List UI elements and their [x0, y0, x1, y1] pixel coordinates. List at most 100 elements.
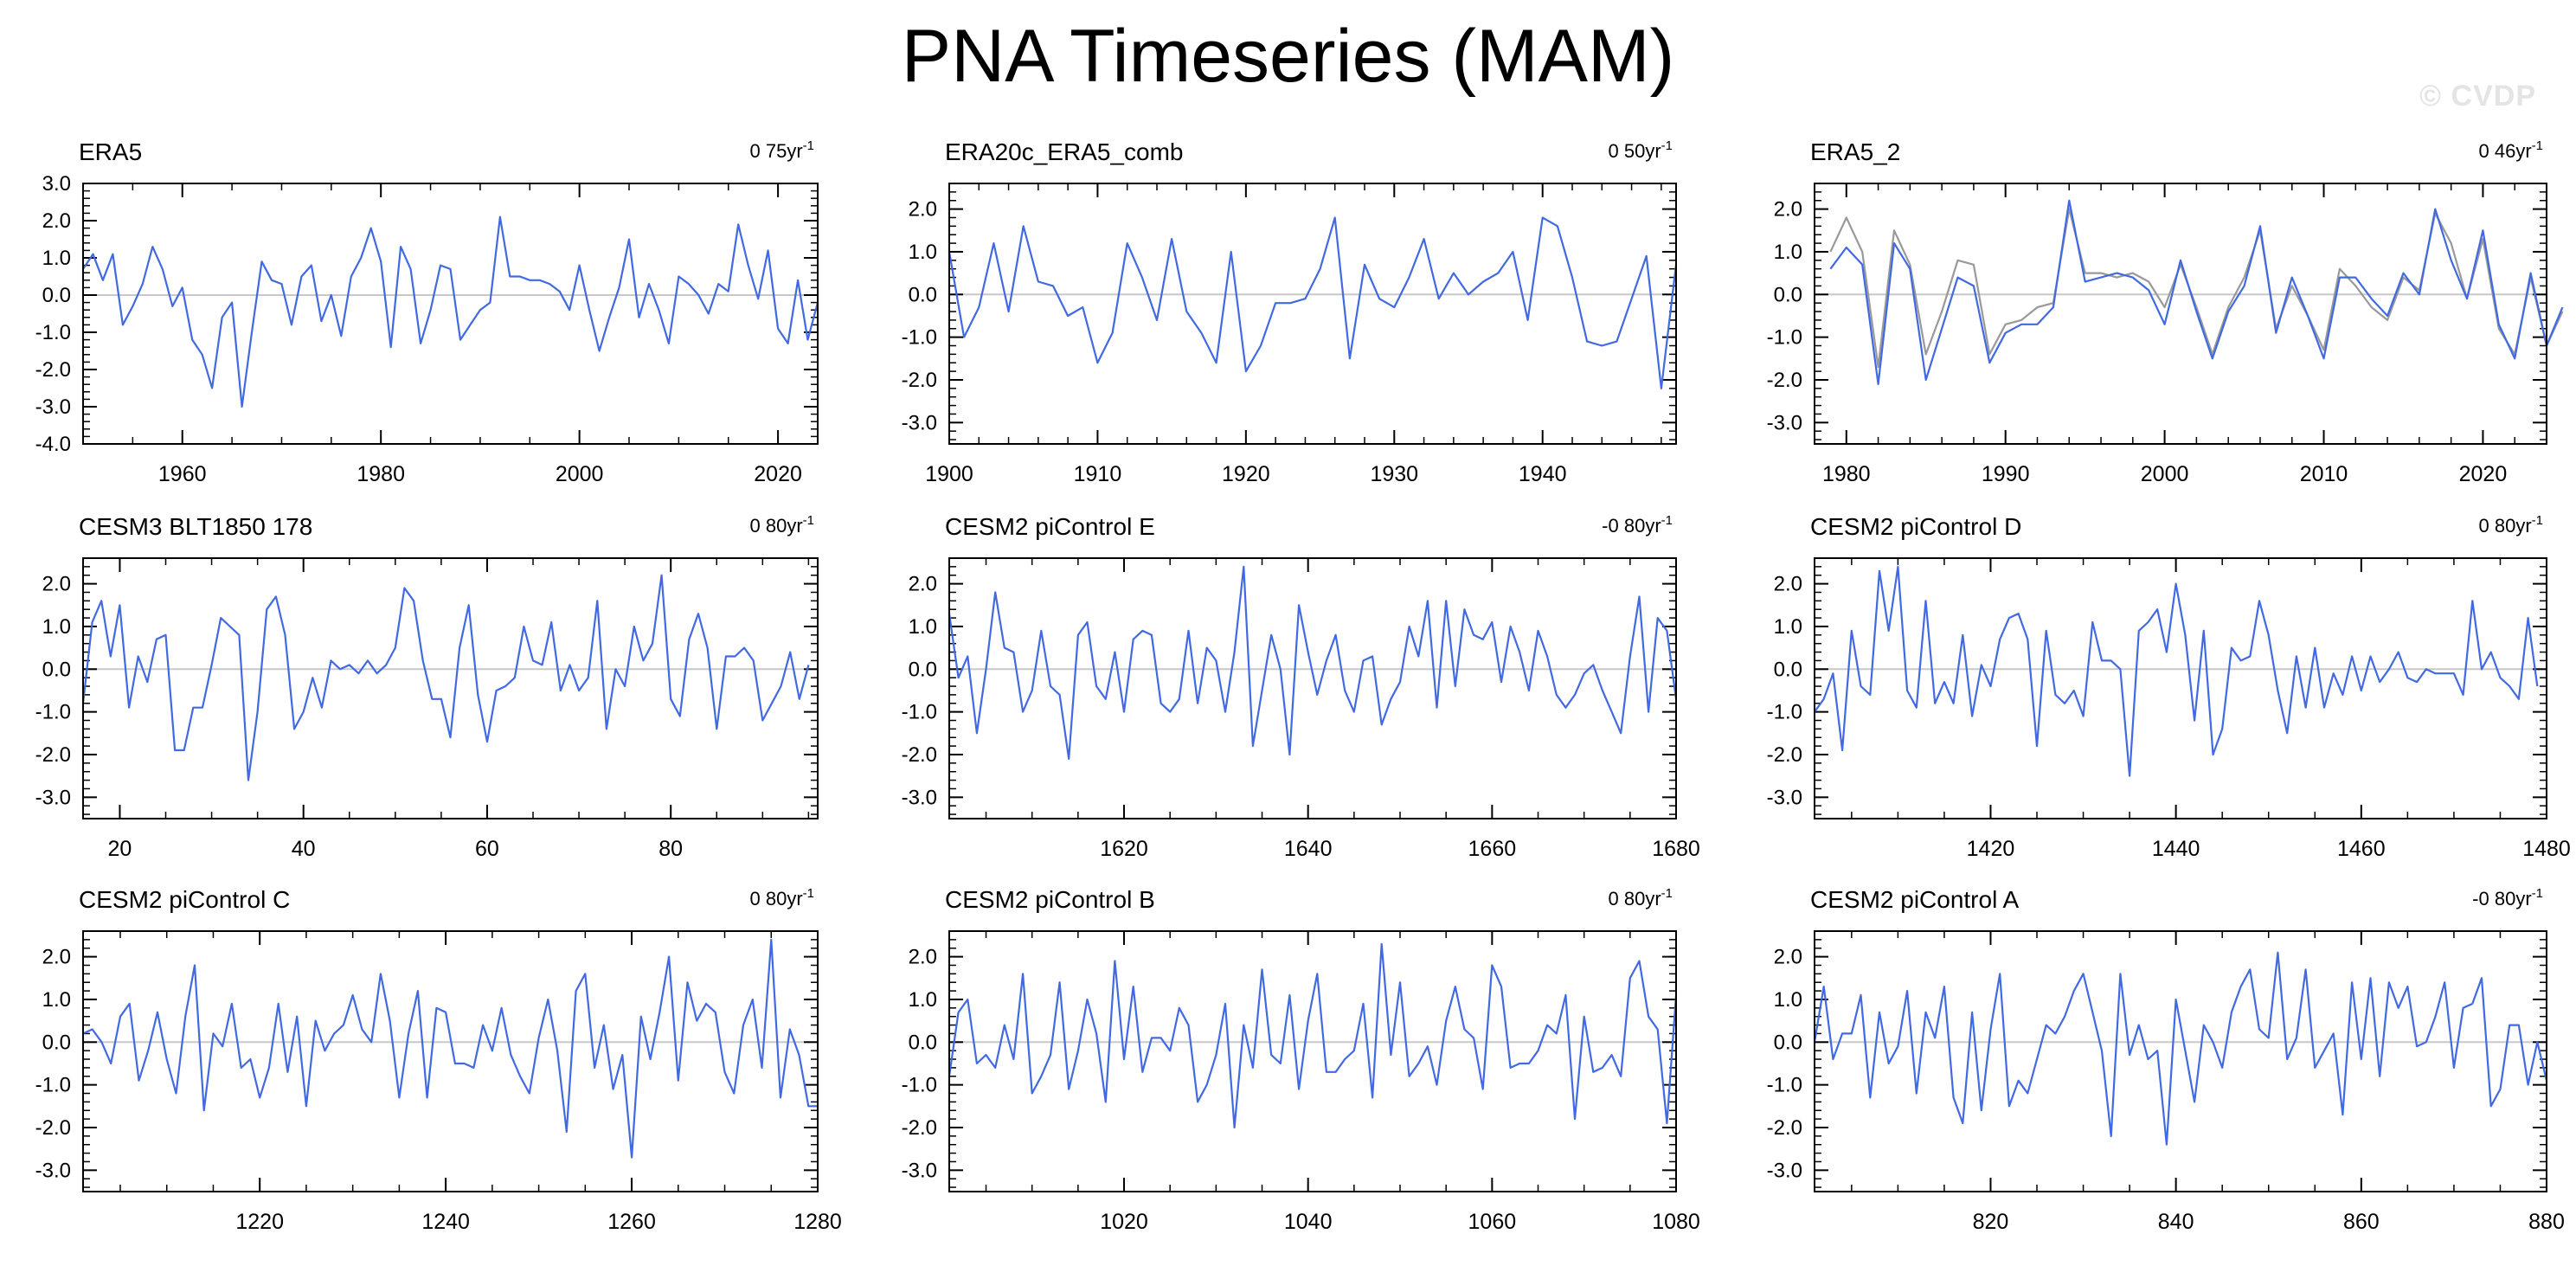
y-tick-label: 1.0: [42, 247, 71, 270]
y-tick-label: 2.0: [909, 573, 937, 596]
x-tick-label: 840: [2158, 1210, 2194, 1234]
x-tick-label: 1480: [2522, 837, 2571, 861]
x-tick-label: 1900: [925, 462, 973, 486]
panel-3: -3.0 -2.0 -1.0 0.0 1.0 2.0 1980 1990 2000 2010 202…: [1767, 138, 2564, 486]
plot-frame: [1814, 183, 2547, 445]
y-tick-label: 1.0: [42, 988, 71, 1012]
trend-label: 0 50yr-1: [1609, 138, 1673, 162]
plot-frame: [82, 930, 819, 1192]
y-tick-label: 2.0: [909, 198, 937, 222]
y-tick-label: 0.0: [909, 658, 937, 681]
y-tick-label: 1.0: [1774, 241, 1802, 264]
plot-frame: [1814, 557, 2547, 819]
trend-value: 0 50yr: [1609, 140, 1661, 162]
trend-unit-exponent: -1: [2532, 886, 2543, 901]
y-tick-label: -3.0: [1767, 786, 1802, 809]
panel-title: ERA5_2: [1810, 138, 1900, 165]
series-line: [1814, 565, 2539, 777]
panel-2: -3.0 -2.0 -1.0 0.0 1.0 2.0 1900 1910 1920 1930 194…: [902, 138, 1678, 486]
y-tick-label: -1.0: [902, 1074, 937, 1097]
x-tick-label: 1980: [1822, 462, 1871, 486]
x-tick-label: 1910: [1074, 462, 1122, 486]
y-tick-label: 1.0: [909, 988, 937, 1012]
x-tick-label: 1990: [1982, 462, 2030, 486]
trend-unit-exponent: -1: [803, 886, 814, 901]
panel-title: CESM2 piControl B: [945, 886, 1155, 913]
y-tick-label: -1.0: [902, 701, 937, 724]
x-tick-label: 1440: [2152, 837, 2200, 861]
y-tick-label: -4.0: [35, 433, 71, 456]
y-tick-label: 1.0: [909, 241, 937, 264]
x-tick-label: 2010: [2300, 462, 2348, 486]
y-tick-label: 0.0: [42, 1031, 71, 1054]
trend-value: -0 80yr: [2472, 888, 2531, 909]
y-tick-label: -3.0: [1767, 411, 1802, 434]
y-tick-label: -1.0: [902, 326, 937, 350]
y-tick-label: 2.0: [1774, 198, 1802, 222]
x-tick-label: 1960: [158, 462, 207, 486]
panel-title: CESM3 BLT1850 178: [79, 513, 312, 540]
x-tick-label: 1040: [1284, 1210, 1333, 1234]
watermark: © CVDP: [2419, 80, 2536, 112]
series-line: [81, 574, 810, 781]
y-tick-label: -1.0: [1767, 326, 1802, 350]
panel-title: CESM2 piControl C: [79, 886, 290, 913]
trend-unit-exponent: -1: [1661, 886, 1673, 901]
series-line: [948, 216, 1678, 389]
panel-title: CESM2 piControl D: [1810, 513, 2021, 540]
y-tick-label: -3.0: [902, 786, 937, 809]
y-tick-label: 2.0: [42, 209, 71, 233]
plot-frame: [948, 930, 1677, 1192]
x-tick-label: 1940: [1519, 462, 1567, 486]
series-line: [948, 565, 1678, 761]
y-tick-label: -2.0: [902, 369, 937, 392]
y-tick-label: -1.0: [35, 1074, 71, 1097]
series-line: [1829, 199, 2564, 385]
x-tick-label: 1920: [1222, 462, 1270, 486]
panel-7: -3.0 -2.0 -1.0 0.0 1.0 2.0 1220 1240 1260 1280 CES…: [35, 886, 842, 1234]
trend-value: 0 75yr: [750, 140, 803, 162]
x-tick-label: 40: [292, 837, 316, 861]
trend-value: 0 80yr: [750, 888, 803, 909]
trend-unit-exponent: -1: [2532, 513, 2543, 528]
trend-value: 0 80yr: [750, 515, 803, 537]
trend-label: 0 80yr-1: [750, 513, 815, 537]
x-tick-label: 1420: [1967, 837, 2015, 861]
x-tick-label: 1620: [1100, 837, 1148, 861]
y-tick-label: -2.0: [1767, 1116, 1802, 1140]
x-tick-label: 2000: [2141, 462, 2189, 486]
x-tick-label: 860: [2343, 1210, 2380, 1234]
x-tick-label: 1460: [2337, 837, 2386, 861]
x-tick-label: 1640: [1284, 837, 1333, 861]
y-tick-label: -3.0: [35, 395, 71, 419]
y-tick-label: 2.0: [909, 946, 937, 969]
x-tick-label: 20: [108, 837, 132, 861]
trend-label: 0 75yr-1: [750, 138, 815, 162]
trend-label: 0 80yr-1: [2479, 513, 2544, 537]
panel-4: -3.0 -2.0 -1.0 0.0 1.0 2.0 20 40 60 80 CESM3 BLT18…: [35, 513, 819, 861]
x-tick-label: 2020: [754, 462, 802, 486]
y-tick-label: 2.0: [42, 946, 71, 969]
panel-title: ERA20c_ERA5_comb: [945, 138, 1183, 165]
x-tick-label: 1060: [1468, 1210, 1517, 1234]
y-tick-label: -3.0: [35, 1159, 71, 1182]
y-tick-label: 1.0: [1774, 988, 1802, 1012]
panel-title: CESM2 piControl E: [945, 513, 1155, 540]
x-tick-label: 880: [2528, 1210, 2565, 1234]
y-tick-label: -2.0: [35, 358, 71, 382]
series-line: [1813, 951, 2548, 1146]
y-tick-label: -1.0: [1767, 1074, 1802, 1097]
trend-unit-exponent: -1: [1661, 138, 1673, 153]
x-tick-label: 1220: [235, 1210, 284, 1234]
x-tick-label: 1020: [1100, 1210, 1148, 1234]
y-tick-label: 0.0: [1774, 1031, 1802, 1054]
y-tick-label: -2.0: [35, 1116, 71, 1140]
x-tick-label: 1240: [421, 1210, 470, 1234]
reference-series-line: [1829, 208, 2564, 369]
x-tick-label: 1930: [1370, 462, 1418, 486]
panel-9: -3.0 -2.0 -1.0 0.0 1.0 2.0 820 840 860 880 CESM2 p…: [1767, 886, 2565, 1234]
x-tick-label: 820: [1973, 1210, 2009, 1234]
trend-label: 0 46yr-1: [2479, 138, 2544, 162]
panel-6: -3.0 -2.0 -1.0 0.0 1.0 2.0 1420 1440 1460 1480 CES…: [1767, 513, 2571, 861]
